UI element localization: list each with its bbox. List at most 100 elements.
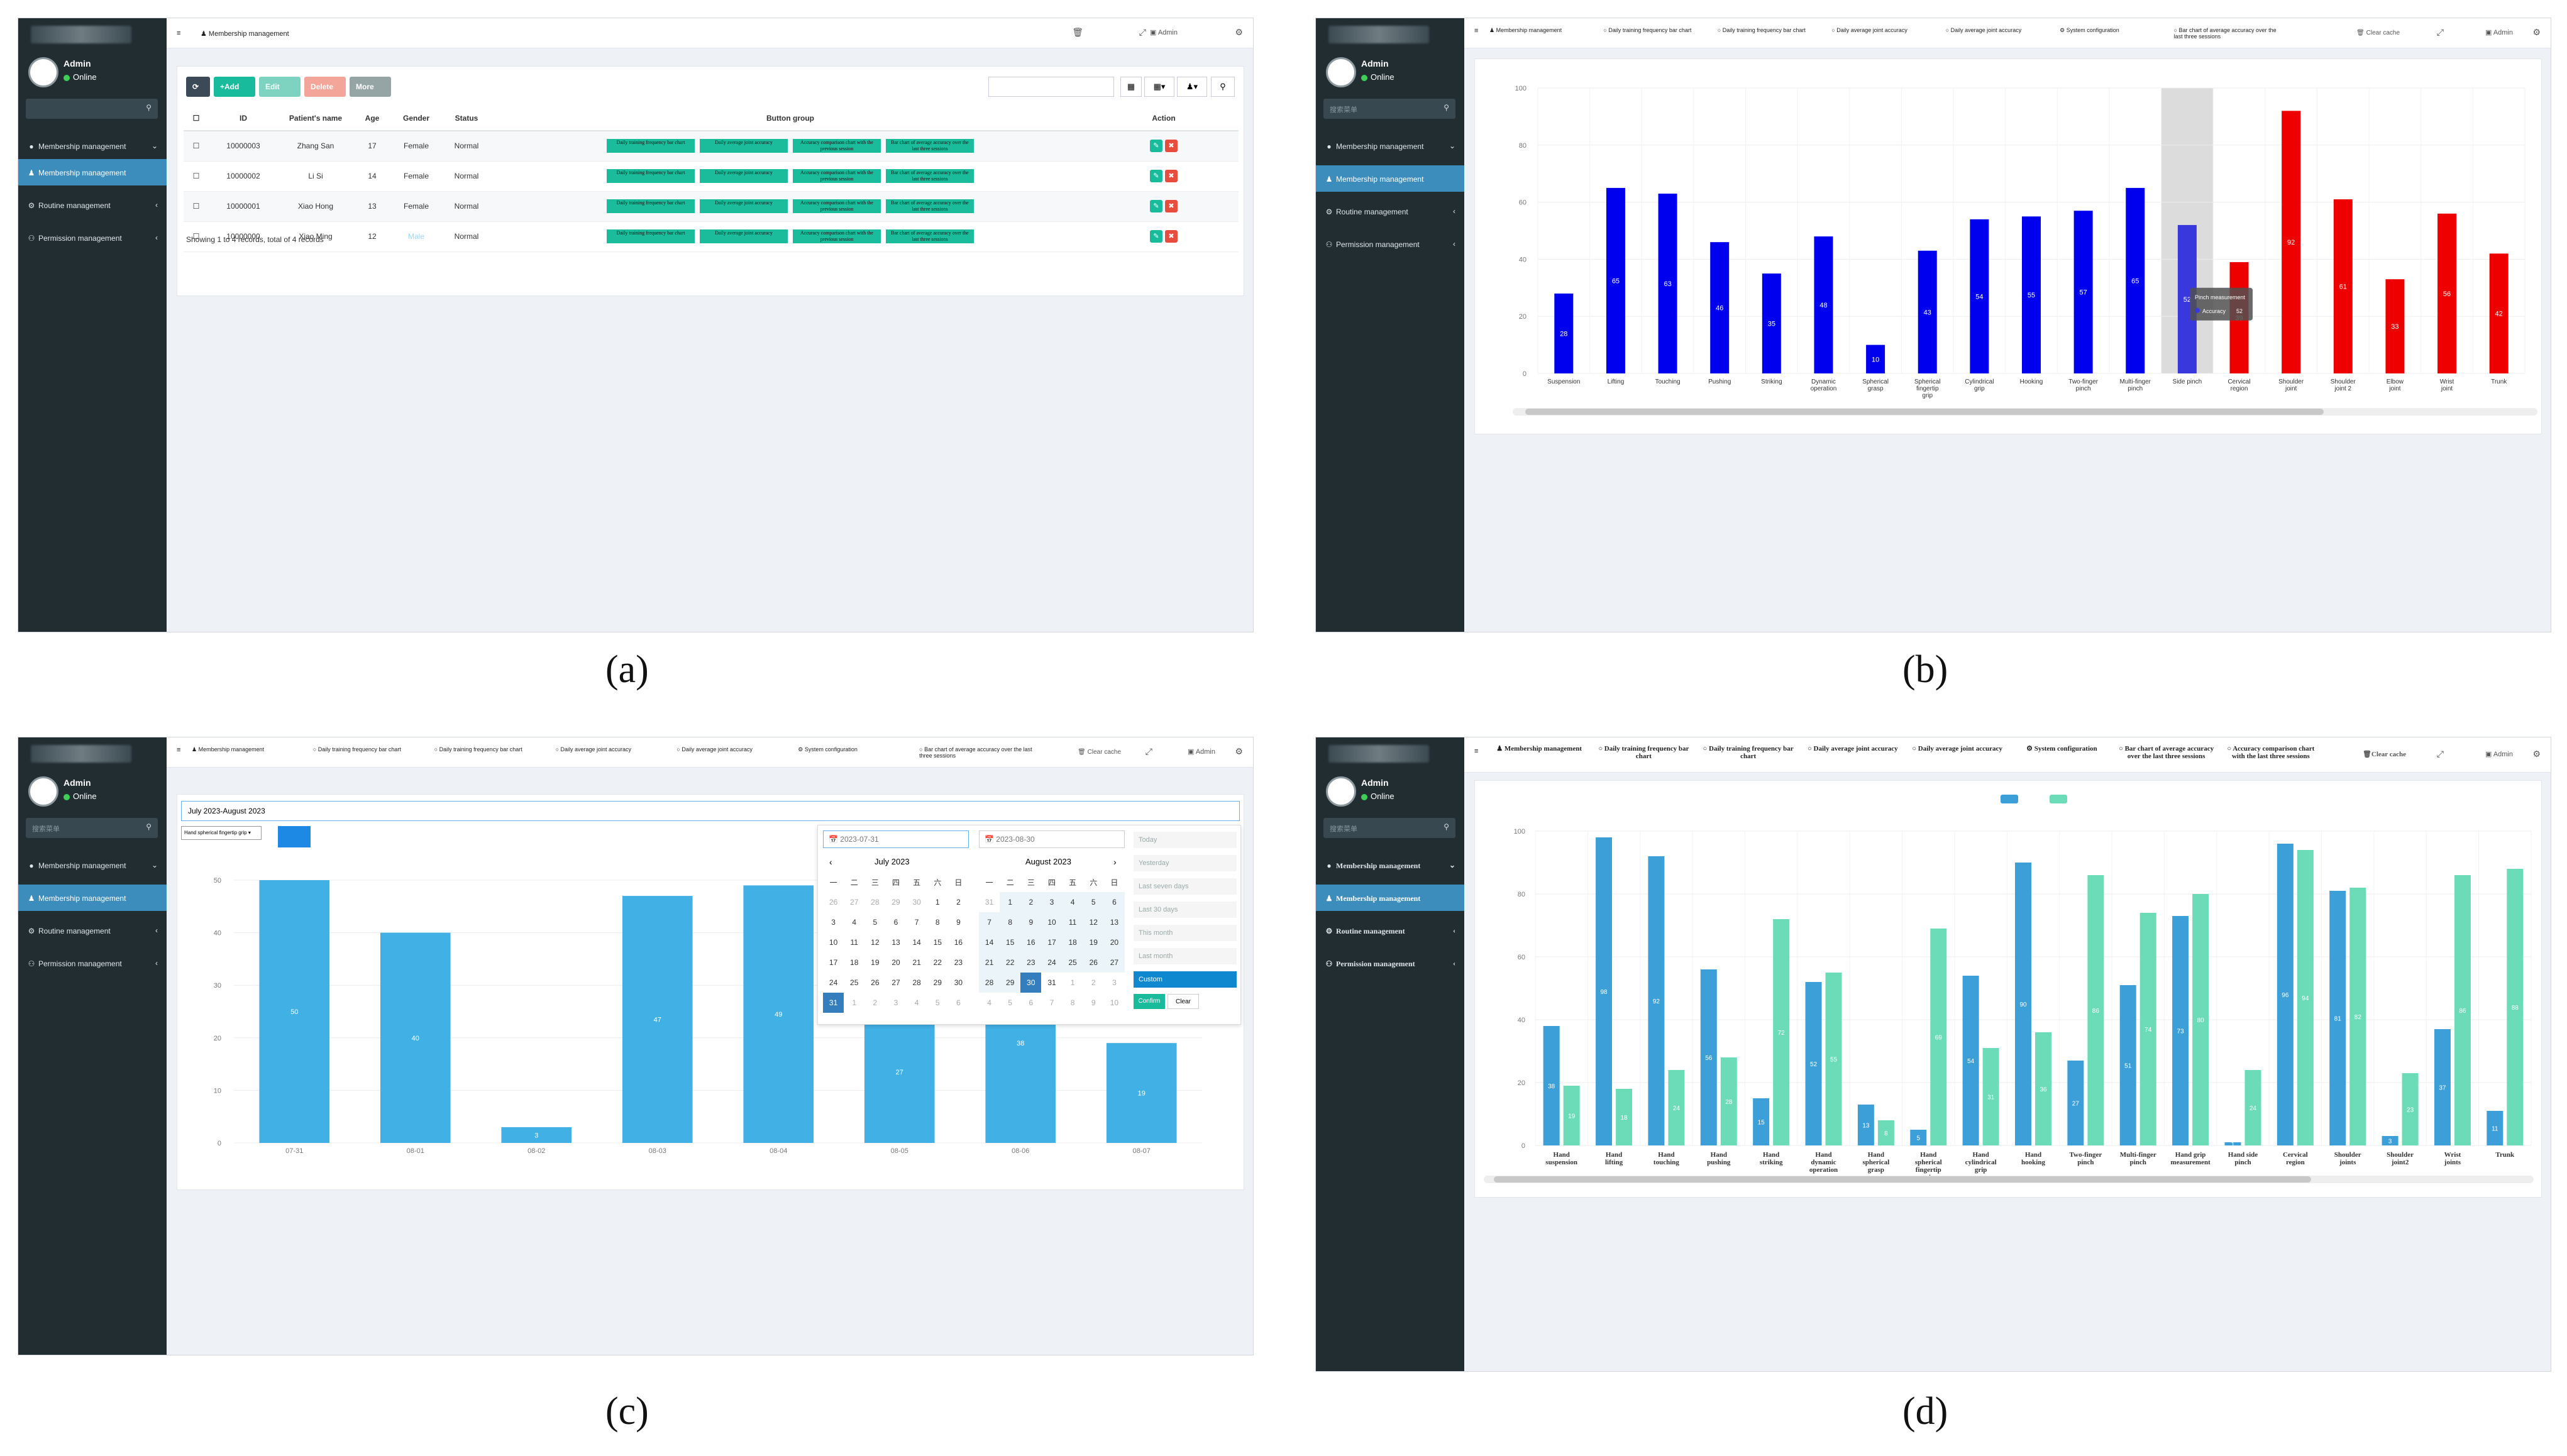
bar[interactable] [1658,193,1677,373]
bar[interactable] [259,880,330,1143]
calendar-day[interactable]: 3 [893,998,898,1007]
bar[interactable] [2385,279,2405,373]
bar[interactable] [2126,187,2145,373]
calendar-day[interactable]: 27 [892,978,900,987]
add-button[interactable]: +Add [214,77,255,97]
bar[interactable] [2139,913,2156,1145]
bar[interactable] [1910,1130,1927,1145]
gear-icon[interactable]: ⚙ [1235,746,1243,756]
calendar-day[interactable]: 2 [1091,978,1096,987]
joint-select[interactable]: Hand spherical fingertip grip ▾ [181,826,262,840]
calendar-day[interactable]: 2 [956,898,961,907]
calendar-day[interactable]: 1 [1000,892,1021,912]
calendar-day[interactable]: 3 [831,918,836,927]
gear-icon[interactable]: ⚙ [2532,27,2541,37]
calendar-day[interactable]: 29 [1000,973,1021,993]
nav-tab[interactable]: ○ Daily training frequency bar chart [1718,27,1826,33]
calendar-day[interactable]: 11 [850,938,858,947]
calendar-day[interactable]: 27 [850,898,859,907]
bar[interactable] [1918,250,1937,373]
bar[interactable] [1710,242,1730,373]
column-header-status[interactable]: Status [441,106,492,131]
calendar-day[interactable]: 29 [933,978,942,987]
bar[interactable] [1720,1057,1737,1145]
report-button[interactable]: Daily training frequency bar chart [607,199,695,213]
column-header-gender[interactable]: Gender [391,106,441,131]
calendar-day[interactable]: 8 [1000,912,1021,932]
sidebar-item-routine[interactable]: ⚙ Routine management ‹ [1316,198,1464,224]
calendar-day[interactable]: 28 [979,973,1000,993]
bar[interactable] [743,885,814,1143]
bar[interactable] [2244,1070,2261,1145]
nav-tab[interactable]: ○ Daily average joint accuracy [1946,27,2055,33]
calendar-day[interactable]: 2 [873,998,878,1007]
calendar-day[interactable]: 25 [1062,952,1083,973]
report-button[interactable]: Daily training frequency bar chart [607,169,695,183]
admin-avatar[interactable]: ▣ Admin [1187,748,1215,756]
bar[interactable] [1773,919,1790,1145]
bar[interactable] [1543,1026,1560,1145]
nav-tab[interactable]: ○ Daily average joint accuracy [556,746,672,753]
admin-avatar[interactable]: ▣ Admin [1149,29,1178,36]
report-button[interactable]: Bar chart of average accuracy over the l… [886,199,974,213]
admin-avatar[interactable]: ▣ Admin [2485,29,2513,36]
bar[interactable] [2067,1061,2084,1145]
bar[interactable] [1962,976,1979,1145]
table-row[interactable]: ☐ 10000001 Xiao Hong 13 Female Normal Daily tr… [184,191,1239,222]
calendar-day[interactable]: 16 [954,938,963,947]
report-button[interactable]: Accuracy comparison chart with the previ… [793,199,881,213]
fullscreen-icon[interactable]: ⤢ [1139,27,1146,37]
nav-tab[interactable]: ⚙ System configuration [798,746,914,753]
calendar-day[interactable]: 9 [956,918,961,927]
column-header-name[interactable]: Patient's name [278,106,353,131]
gear-icon[interactable]: ⚙ [2532,749,2541,759]
nav-tab[interactable]: ♟ Membership management [192,746,308,753]
prev-month-icon[interactable]: ‹ [829,857,832,867]
edit-icon[interactable]: ✎ [1150,200,1162,212]
nav-tab[interactable]: ⚙ System configuration [2060,27,2168,33]
select-all-checkbox[interactable]: ☐ [184,106,209,131]
calendar-day[interactable]: 7 [979,912,1000,932]
sidebar-item-routine[interactable]: ⚙ Routine management ‹ [18,917,167,944]
nav-tab[interactable]: ○ Daily training frequency bar chart [313,746,429,753]
clear-cache-button[interactable]: 🗑Clear cache [2362,751,2406,758]
calendar-day[interactable]: 4 [852,918,857,927]
report-button[interactable]: Accuracy comparison chart with the previ… [793,139,881,153]
calendar-day[interactable]: 3 [1112,978,1117,987]
calendar-day[interactable]: 31 [1047,978,1056,987]
range-option[interactable]: This month [1134,925,1237,941]
bar[interactable] [2489,253,2509,373]
column-header-age[interactable]: Age [353,106,391,131]
bar[interactable] [1866,345,1885,373]
bar[interactable] [1563,1086,1580,1145]
export-icon[interactable]: ♟▾ [1177,77,1207,97]
bar[interactable] [2192,894,2209,1145]
bar[interactable] [380,932,451,1143]
menu-toggle-icon[interactable]: ≡ [1474,27,1479,35]
calendar-day[interactable]: 26 [1083,952,1104,973]
sidebar-item-permission[interactable]: ⚇ Permission management ‹ [1316,950,1464,976]
more-button[interactable]: More [350,77,391,97]
fullscreen-icon[interactable]: ⤢ [2436,27,2444,37]
row-checkbox[interactable]: ☐ [184,221,209,252]
sidebar-item-permission[interactable]: ⚇ Permission management ‹ [18,950,167,976]
bar[interactable] [2329,891,2346,1145]
calendar-day[interactable]: 2 [1020,892,1042,912]
calendar-day[interactable]: 6 [893,918,898,927]
bar[interactable] [2382,1136,2399,1145]
bar[interactable] [1753,1098,1770,1145]
calendar-day[interactable]: 23 [954,958,963,967]
calendar-day[interactable]: 19 [871,958,880,967]
report-button[interactable]: Daily average joint accuracy [700,139,788,153]
columns-icon[interactable]: ▦▾ [1144,77,1174,97]
search-icon[interactable]: ⚲ [1211,77,1235,97]
clear-cache-button[interactable]: 🗑 Clear cache [1078,749,1121,756]
report-button[interactable]: Bar chart of average accuracy over the l… [886,139,974,153]
nav-tab[interactable]: ○ Daily average joint accuracy [1907,745,2007,753]
calendar-day[interactable]: 21 [979,952,1000,973]
next-month-icon[interactable]: › [1113,857,1117,867]
report-button[interactable]: Bar chart of average accuracy over the l… [886,229,974,243]
calendar-day[interactable]: 6 [956,998,961,1007]
bar[interactable] [2333,199,2353,373]
bar[interactable] [2073,211,2093,373]
